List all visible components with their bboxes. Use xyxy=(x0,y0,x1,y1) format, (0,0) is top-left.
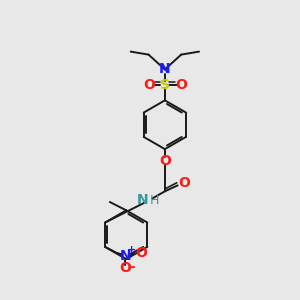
Text: +: + xyxy=(127,245,136,256)
Text: O: O xyxy=(143,78,155,92)
Text: O: O xyxy=(119,261,131,275)
Text: N: N xyxy=(137,193,149,207)
Text: H: H xyxy=(149,194,159,207)
Text: N: N xyxy=(159,62,171,76)
Text: -: - xyxy=(129,260,135,274)
Text: N: N xyxy=(119,249,131,263)
Text: O: O xyxy=(178,176,190,190)
Text: S: S xyxy=(160,78,170,92)
Text: O: O xyxy=(175,78,187,92)
Text: O: O xyxy=(135,246,147,260)
Text: O: O xyxy=(159,154,171,168)
